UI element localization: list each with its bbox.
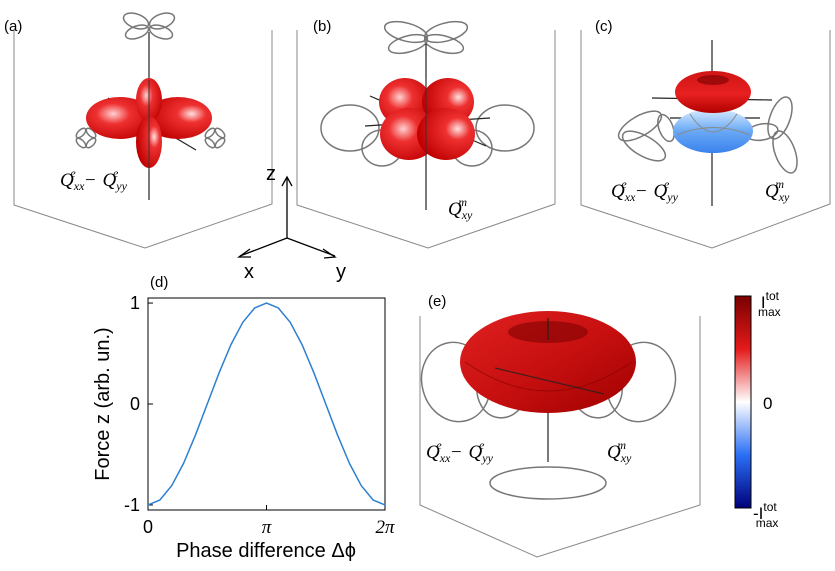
- y-axis-label: Force z (arb. un.): [92, 327, 114, 480]
- tick-labels: 0 π 2π-101: [124, 293, 395, 538]
- top-flower-projection: [122, 12, 176, 40]
- z-arrowhead-icon: [281, 175, 293, 187]
- left-flower-projection: [75, 127, 97, 149]
- y-arrowhead-icon: [322, 248, 337, 259]
- red-upper-torus: [675, 71, 751, 113]
- axes-triad: [237, 175, 337, 259]
- series-line: [147, 302, 386, 506]
- formula-c-magnetic: Qxym: [765, 177, 790, 204]
- colorbar: Itot max 0 -Itot max: [734, 289, 781, 530]
- plot-frame: [147, 297, 386, 511]
- panel-label-e: (e): [428, 293, 446, 310]
- panel-label-b: (b): [313, 18, 331, 35]
- blue-lower-lobe: [673, 109, 753, 153]
- triad-label-z: z: [266, 163, 276, 185]
- panel-label-a: (a): [4, 18, 22, 35]
- y-tick-label: 0: [130, 394, 140, 414]
- formula-e-magnetic: Qxym: [607, 438, 632, 465]
- x-tick-label: 0: [143, 517, 153, 537]
- top-flower-projection: [383, 20, 469, 55]
- bottom-ring-projection: [489, 466, 607, 500]
- colorbar-gradient: [734, 295, 752, 509]
- formula-c-electric: Qxxe − Qyye: [611, 177, 679, 204]
- colorbar-zero-label: 0: [763, 394, 772, 413]
- y-tick-label: 1: [130, 293, 140, 313]
- tick-marks: [147, 302, 386, 510]
- y-tick-label: -1: [124, 495, 140, 515]
- formula-a: Qxxe − Qyye: [60, 166, 128, 193]
- x-tick-label: π: [262, 517, 272, 538]
- x-axis-arrow: [239, 237, 288, 257]
- panel-c: (c) Qxxe − Qyye Qxym: [580, 18, 831, 249]
- right-flower-projection: [204, 127, 226, 149]
- triad-label-x: x: [244, 261, 254, 283]
- colorbar-min-label: -Itot max: [753, 500, 778, 530]
- triad-label-y: y: [336, 261, 346, 283]
- colorbar-max-label: Itot max: [758, 289, 781, 319]
- formula-b: Qxym: [448, 195, 473, 222]
- y-axis-arrow: [286, 237, 336, 257]
- x-arrowhead-icon: [237, 248, 251, 258]
- formula-e-electric: Qxxe − Qyye: [426, 438, 494, 465]
- panel-label-c: (c): [595, 18, 613, 35]
- panel-label-d: (d): [150, 274, 168, 291]
- x-axis-label: Phase difference Δϕ: [176, 540, 356, 562]
- x-tick-label: 2π: [375, 517, 395, 538]
- panel-a: (a) Qxxe − Qyye: [4, 12, 273, 249]
- red-magnetic-lobes: [379, 78, 475, 160]
- series-points: [147, 303, 386, 505]
- panel-e: (e) Qxxe − Qyye Qxym: [419, 293, 701, 558]
- panel-b: (b) Qxym: [296, 18, 556, 249]
- side-lobe-projections: [617, 96, 798, 174]
- panel-d-chart: (d) 0 π 2π-101 Phase difference Δϕ Force z…: [92, 274, 395, 562]
